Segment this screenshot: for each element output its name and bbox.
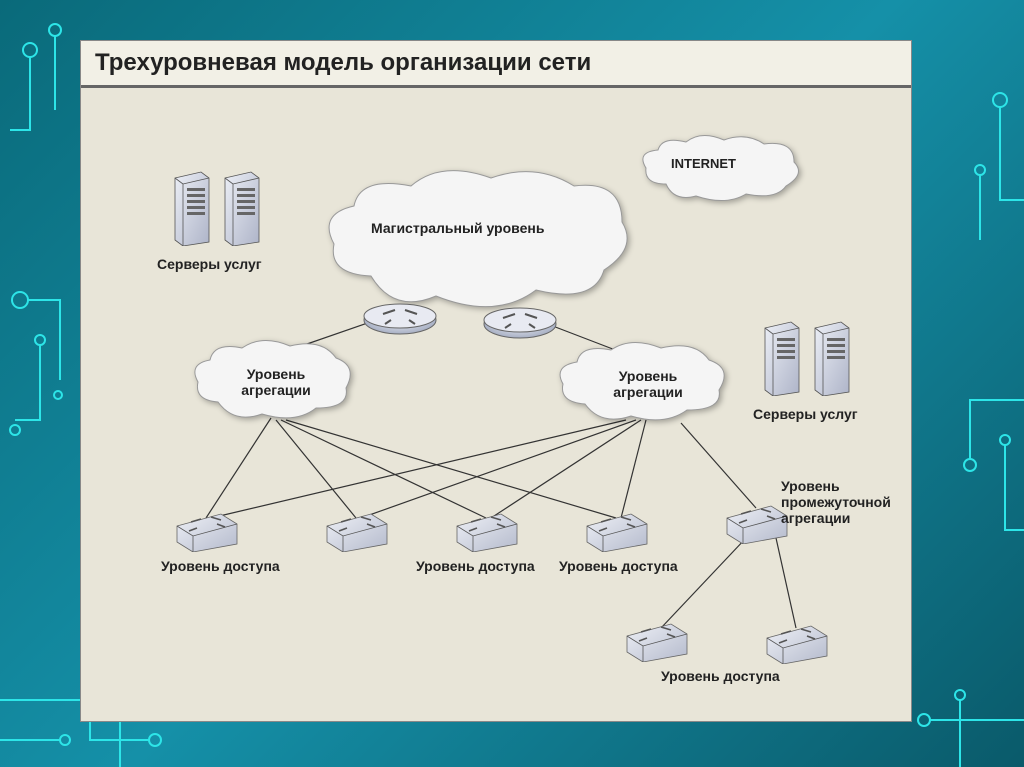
servers-left-label: Серверы услуг [157,256,262,272]
diagram-body: INTERNET Магистральный уровень Серверы у… [81,88,911,708]
agg-left-label: Уровень агрегации [221,366,331,398]
servers-right-label: Серверы услуг [753,406,858,422]
diagram-panel: Трехуровневая модель организации сети [80,40,912,722]
access-label-4: Уровень доступа [661,668,780,684]
server-right-a [761,318,803,396]
access-switch-1 [171,508,243,552]
core-label: Магистральный уровень [371,220,544,236]
access-label-1: Уровень доступа [161,558,280,574]
agg-right-text: Уровень агрегации [613,368,682,400]
access-label-3: Уровень доступа [559,558,678,574]
router-2 [481,302,559,350]
server-left-a [171,168,213,246]
agg-right-label: Уровень агрегации [593,368,703,400]
intermediate-label: Уровень промежуточной агрегации [781,478,911,526]
router-1 [361,298,439,346]
intermediate-text: Уровень промежуточной агрегации [781,478,891,526]
access-switch-3 [451,508,523,552]
diagram-title: Трехуровневая модель организации сети [81,41,911,88]
server-right-b [811,318,853,396]
server-left-b [221,168,263,246]
agg-left-text: Уровень агрегации [241,366,310,398]
access-label-2: Уровень доступа [416,558,535,574]
access-switch-b1 [621,618,693,662]
access-switch-4 [581,508,653,552]
internet-label: INTERNET [671,156,736,171]
access-switch-b2 [761,620,833,664]
access-switch-2 [321,508,393,552]
